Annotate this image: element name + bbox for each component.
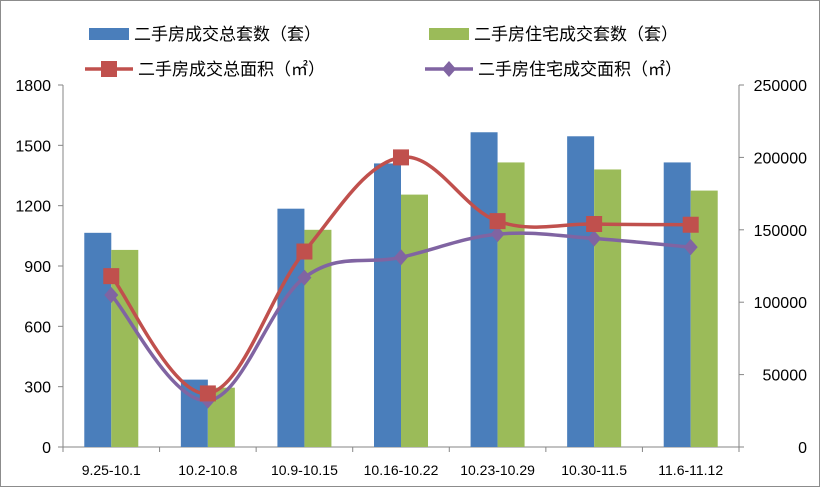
legend-swatch-total-count bbox=[89, 28, 129, 40]
bar-series-layer bbox=[84, 132, 718, 448]
x-tick-label: 10.2-10.8 bbox=[178, 462, 237, 478]
left-tick-label: 0 bbox=[42, 440, 51, 457]
legend-label: 二手房成交总套数（套） bbox=[134, 25, 321, 44]
right-tick-label: 150000 bbox=[754, 223, 807, 240]
legend-label: 二手房住宅成交面积（㎡） bbox=[478, 60, 682, 79]
marker-residential-area bbox=[394, 249, 408, 266]
legend-swatch-residential-count bbox=[429, 28, 469, 40]
right-tick-label: 250000 bbox=[754, 78, 807, 95]
x-tick-label: 11.6-11.12 bbox=[658, 462, 723, 478]
x-tick-label: 10.23-10.29 bbox=[460, 462, 535, 478]
legend: 二手房成交总套数（套） 二手房住宅成交套数（套） 二手房成交总面积（㎡） 二手房住宅成… bbox=[85, 25, 682, 79]
bar-total-count bbox=[567, 136, 595, 448]
bar-residential-count bbox=[401, 194, 428, 447]
line-series-layer bbox=[103, 149, 699, 409]
bar-residential-count bbox=[497, 162, 525, 447]
marker-total-area bbox=[199, 385, 216, 402]
left-tick-label: 600 bbox=[24, 319, 51, 336]
right-tick-label: 100000 bbox=[754, 295, 807, 312]
marker-residential-area bbox=[683, 239, 698, 256]
marker-total-area bbox=[296, 243, 313, 260]
bar-residential-count bbox=[690, 190, 718, 448]
left-tick-label: 300 bbox=[24, 380, 51, 397]
right-tick-label: 200000 bbox=[754, 150, 807, 167]
right-tick-label: 50000 bbox=[763, 368, 808, 385]
left-tick-label: 1500 bbox=[15, 138, 51, 155]
left-tick-label: 900 bbox=[24, 259, 51, 276]
legend-marker-total-area bbox=[101, 61, 117, 77]
marker-residential-area bbox=[587, 230, 602, 247]
bar-residential-count bbox=[304, 229, 332, 447]
legend-label: 二手房住宅成交套数（套） bbox=[474, 25, 678, 44]
bar-total-count bbox=[84, 232, 112, 447]
x-tick-label: 10.16-10.22 bbox=[364, 462, 439, 478]
marker-total-area bbox=[586, 216, 603, 233]
bar-residential-count bbox=[594, 169, 622, 447]
legend-label: 二手房成交总面积（㎡） bbox=[138, 60, 325, 79]
bar-total-count bbox=[374, 163, 401, 447]
marker-residential-area bbox=[297, 269, 312, 286]
marker-total-area bbox=[489, 213, 506, 230]
axes: 0 300 600 900 1200 1500 1800 0 50000 100000 150000… bbox=[15, 78, 807, 478]
right-tick-label: 0 bbox=[798, 440, 807, 457]
left-tick-label: 1800 bbox=[15, 78, 51, 95]
legend-marker-residential-area bbox=[442, 61, 456, 77]
x-tick-label: 10.30-11.5 bbox=[561, 462, 627, 478]
left-tick-label: 1200 bbox=[15, 199, 51, 216]
x-tick-label: 10.9-10.15 bbox=[271, 462, 338, 478]
marker-total-area bbox=[393, 149, 409, 166]
marker-residential-area bbox=[104, 286, 119, 303]
marker-residential-area bbox=[490, 226, 505, 243]
marker-total-area bbox=[103, 268, 120, 285]
bar-total-count bbox=[663, 162, 691, 447]
marker-total-area bbox=[682, 216, 699, 233]
bar-total-count bbox=[470, 132, 498, 447]
x-tick-label: 9.25-10.1 bbox=[82, 462, 141, 478]
